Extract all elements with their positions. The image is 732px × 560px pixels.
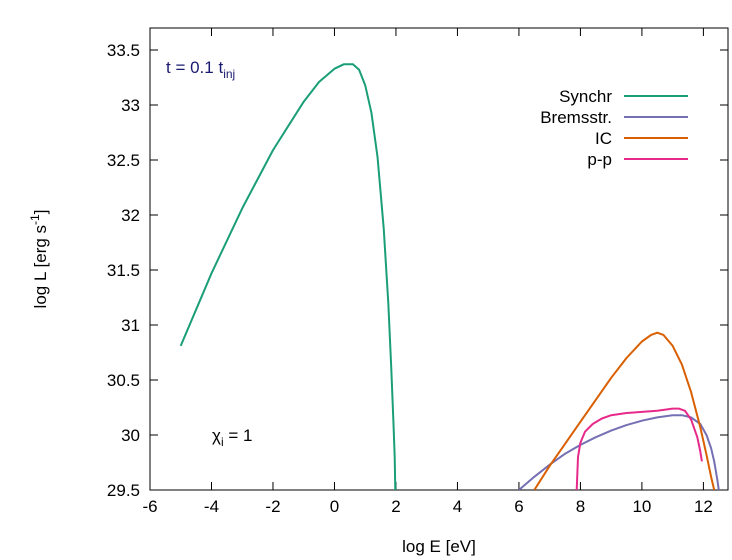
chi-annotation: χi = 1 (212, 426, 252, 449)
y-tick-label: 31 (121, 316, 140, 335)
plot-area-frame (149, 27, 729, 491)
legend-label-bremsstr: Bremsstr. (540, 108, 612, 127)
y-tick-label: 32 (121, 206, 140, 225)
time-annotation: t = 0.1 tinj (166, 58, 235, 81)
x-axis-label: log E [eV] (402, 537, 476, 556)
time-annotation-sub: inj (223, 67, 235, 81)
series-line-p-p (575, 407, 703, 490)
x-tick-label: -4 (204, 497, 219, 516)
y-tick-label: 30.5 (107, 371, 140, 390)
x-tick-label: 2 (391, 497, 400, 516)
y-axis-label-end: ] (31, 210, 50, 215)
y-tick-label: 30 (121, 426, 140, 445)
y-tick-label: 33 (121, 96, 140, 115)
y-axis-label: log L [erg s-1] (28, 210, 50, 309)
legend-label-p-p: p-p (587, 150, 612, 169)
series-lines (179, 63, 720, 490)
x-tick-label: 10 (632, 497, 651, 516)
legend: Synchr Bremsstr. IC p-p (540, 87, 688, 169)
series-line-bremsstr (518, 414, 720, 490)
y-axis-label-main: log L [erg s (31, 225, 50, 308)
axis-ticks: -6 -4 -2 0 2 4 6 8 10 12 29.5 30 30.5 31 31.5 32 32.5 33 3… (107, 28, 728, 516)
legend-label-ic: IC (595, 129, 612, 148)
x-tick-label: -6 (142, 497, 157, 516)
y-tick-label: 32.5 (107, 151, 140, 170)
x-tick-label: 6 (514, 497, 523, 516)
x-tick-label: 12 (694, 497, 713, 516)
time-annotation-main: t = 0.1 t (166, 58, 223, 77)
series-line-synchr (179, 63, 397, 490)
legend-label-synchr: Synchr (559, 87, 612, 106)
x-tick-label: 0 (330, 497, 339, 516)
chi-annotation-end: = 1 (224, 426, 253, 445)
series-line-ic (533, 331, 716, 490)
y-tick-label: 33.5 (107, 41, 140, 60)
y-tick-label: 31.5 (107, 261, 140, 280)
x-tick-label: 4 (453, 497, 462, 516)
x-tick-label: -2 (265, 497, 280, 516)
y-tick-label: 29.5 (107, 481, 140, 500)
x-tick-label: 8 (576, 497, 585, 516)
chi-annotation-main: χ (212, 426, 221, 445)
y-axis-label-sup: -1 (28, 214, 42, 225)
chi-annotation-sub: i (221, 435, 224, 449)
